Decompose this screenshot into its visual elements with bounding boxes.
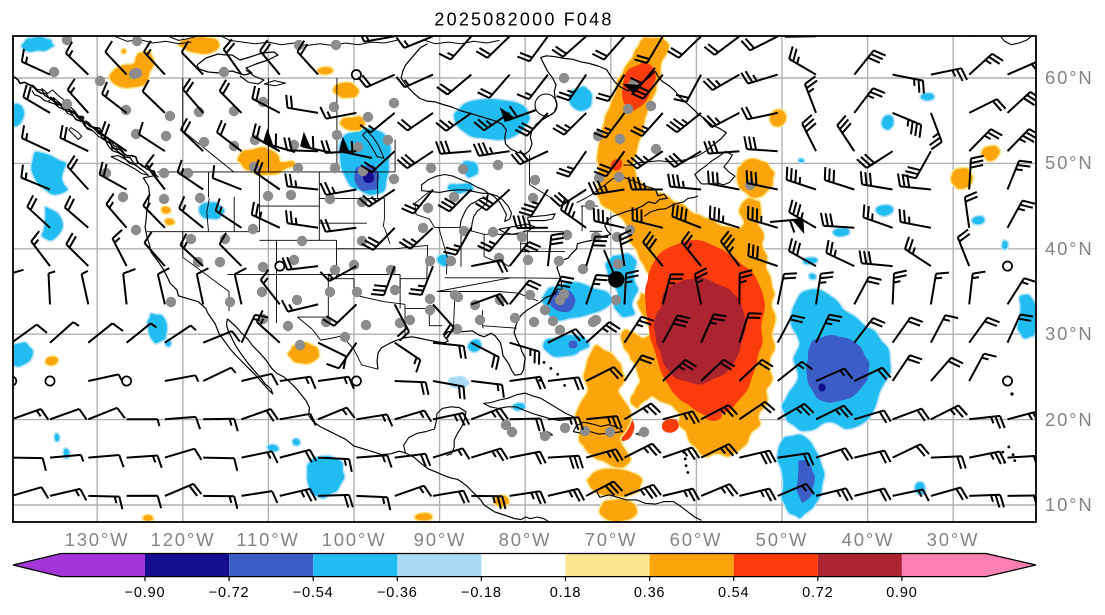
svg-text:110°W: 110°W	[236, 529, 299, 550]
svg-text:20°N: 20°N	[1045, 409, 1094, 430]
svg-text:−0.90: −0.90	[125, 585, 166, 601]
svg-text:0.90: 0.90	[886, 585, 917, 601]
svg-text:80°W: 80°W	[499, 529, 552, 550]
svg-text:10°N: 10°N	[1045, 494, 1094, 515]
svg-text:−0.18: −0.18	[461, 585, 502, 601]
svg-text:−0.54: −0.54	[293, 585, 334, 601]
svg-text:40°N: 40°N	[1045, 238, 1094, 259]
svg-text:0.36: 0.36	[634, 585, 665, 601]
svg-text:−0.72: −0.72	[209, 585, 250, 601]
svg-text:30°N: 30°N	[1045, 323, 1094, 344]
svg-text:50°N: 50°N	[1045, 152, 1094, 173]
svg-text:0.72: 0.72	[802, 585, 833, 601]
svg-text:120°W: 120°W	[151, 529, 216, 550]
svg-text:60°N: 60°N	[1045, 67, 1094, 88]
svg-text:−0.36: −0.36	[377, 585, 418, 601]
svg-text:90°W: 90°W	[414, 529, 467, 550]
svg-text:70°W: 70°W	[585, 529, 638, 550]
svg-text:60°W: 60°W	[670, 529, 723, 550]
svg-text:130°W: 130°W	[65, 529, 130, 550]
svg-text:0.54: 0.54	[718, 585, 749, 601]
svg-text:2025082000 F048: 2025082000 F048	[434, 10, 613, 30]
svg-text:100°W: 100°W	[322, 529, 387, 550]
svg-text:30°W: 30°W	[927, 529, 980, 550]
svg-text:40°W: 40°W	[842, 529, 895, 550]
svg-text:50°W: 50°W	[756, 529, 809, 550]
svg-text:0.18: 0.18	[550, 585, 581, 601]
